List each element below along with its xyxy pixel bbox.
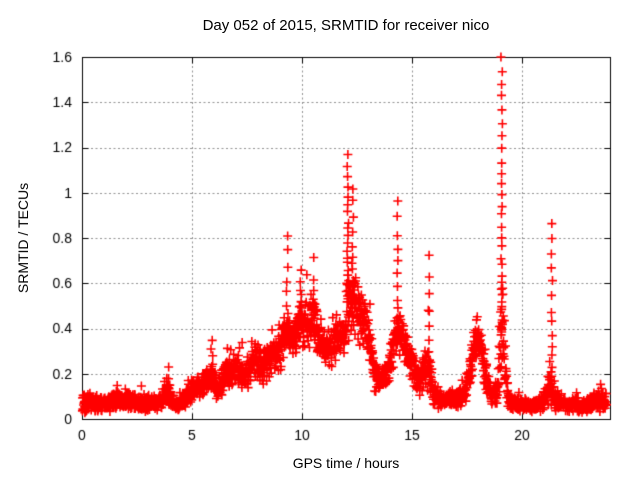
x-axis-label: GPS time / hours xyxy=(292,455,400,471)
chart-title: Day 052 of 2015, SRMTID for receiver nic… xyxy=(202,17,490,34)
y-axis-label: SRMTID / TECUs xyxy=(15,182,31,294)
